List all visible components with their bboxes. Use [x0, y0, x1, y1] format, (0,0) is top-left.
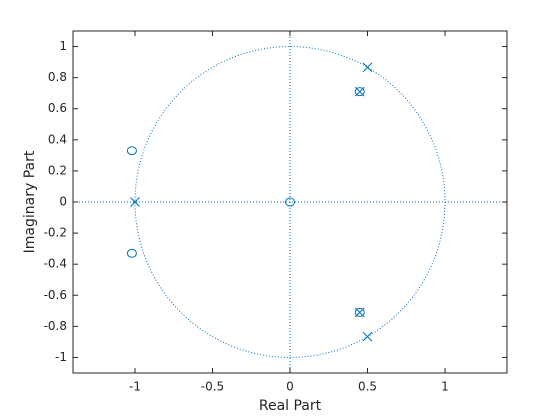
zero-marker: [126, 146, 137, 156]
pole-marker: [362, 331, 373, 342]
x-tick-label: -0.5: [201, 380, 224, 394]
zero-marker: [126, 248, 137, 258]
y-tick-label: 1: [59, 39, 67, 53]
y-tick-label: -0.8: [44, 319, 67, 333]
y-tick-label: -0.4: [44, 257, 67, 271]
x-tick-label: 0.5: [358, 380, 377, 394]
y-tick-label: 0.8: [48, 70, 67, 84]
pole-marker: [354, 86, 365, 97]
unit-circle: [134, 46, 446, 358]
pole-marker: [130, 197, 140, 207]
zero-marker: [354, 307, 365, 317]
x-tick-label: 1: [441, 380, 449, 394]
y-tick-label: -0.6: [44, 288, 67, 302]
y-tick-label: -0.2: [44, 226, 67, 240]
zero-marker: [285, 197, 295, 207]
pole-marker: [354, 307, 365, 318]
x-tick-label: -1: [129, 380, 141, 394]
zero-marker: [354, 87, 365, 97]
y-tick-label: 0.6: [48, 101, 67, 115]
y-tick-label: 0.2: [48, 163, 67, 177]
x-tick-label: 0: [286, 380, 294, 394]
y-tick-label: 0: [59, 195, 67, 209]
y-tick-label: 0.4: [48, 132, 67, 146]
x-axis-label: Real Part: [259, 398, 322, 414]
y-axis-label: Imaginary Part: [22, 150, 38, 253]
y-tick-label: -1: [55, 350, 67, 364]
pole-marker: [362, 62, 373, 73]
